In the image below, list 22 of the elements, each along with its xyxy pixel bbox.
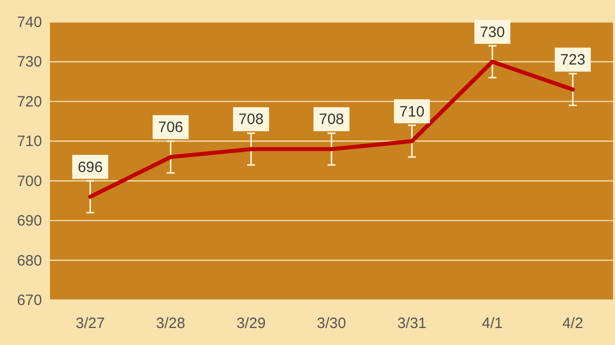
y-tick-label: 680 [16,252,42,270]
y-tick-label: 670 [16,292,42,309]
data-label: 710 [399,103,424,120]
x-tick-label: 3/27 [76,315,105,332]
y-tick-label: 700 [16,172,42,190]
data-label: 708 [318,111,344,128]
y-tick-label: 730 [16,54,42,71]
data-label: 730 [480,24,505,41]
data-label: 696 [78,158,103,176]
y-tick-label: 740 [16,14,42,31]
x-tick-label: 3/28 [156,315,186,332]
y-tick-label: 690 [16,212,42,230]
x-tick-label: 4/2 [562,315,584,332]
data-label: 723 [560,52,586,69]
x-tick-label: 4/1 [482,315,503,332]
x-tick-label: 3/31 [397,315,427,332]
data-label: 708 [238,111,264,128]
y-tick-label: 710 [16,133,42,150]
data-label: 706 [158,119,184,136]
y-tick-label: 720 [16,93,42,110]
x-tick-label: 3/29 [236,315,266,332]
x-tick-label: 3/30 [316,315,346,332]
